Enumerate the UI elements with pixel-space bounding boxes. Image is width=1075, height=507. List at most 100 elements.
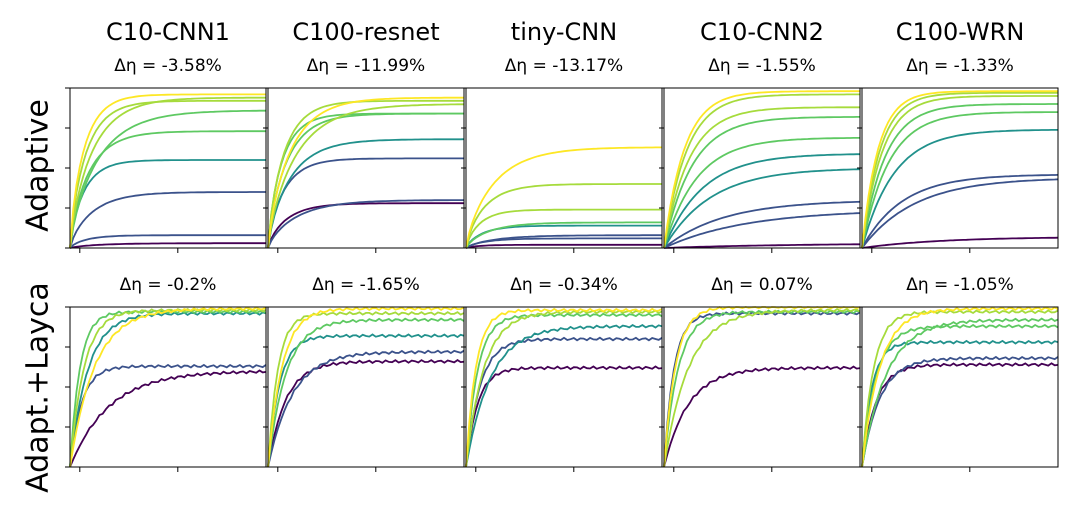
series-line [69,191,266,249]
series-line [663,93,860,249]
series-line [861,90,1058,249]
series-line [465,221,662,249]
series-line [267,202,464,249]
series-line [69,307,267,468]
series-line [465,365,663,468]
delta-label-layca-2: Δη = -0.34% [510,275,618,295]
series-line [861,174,1059,249]
series-line [663,200,861,249]
delta-label-layca-0: Δη = -0.2% [119,275,217,295]
series-line [267,103,464,249]
column-title-c10-cnn2: C10-CNN2 [700,18,824,46]
delta-label-adaptive-4: Δη = -1.33% [906,56,1014,76]
series-line [861,309,1059,468]
panel-layca-0 [65,306,267,472]
series-line [663,311,861,468]
series-line [69,369,267,468]
series-line [465,307,663,468]
series-line [861,306,1059,468]
series-line [267,333,465,468]
panel-adaptive-1 [263,87,465,253]
series-line [861,317,1059,468]
series-line [861,355,1059,468]
series-line [267,199,464,249]
series-line [69,306,267,468]
series-line [267,99,464,249]
series-line [267,306,465,468]
delta-label-adaptive-1: Δη = -11.99% [306,56,426,76]
series-line [267,112,464,249]
panel-layca-1 [263,306,465,472]
series-line [69,159,266,249]
series-line [69,109,266,249]
panel-layca-3 [659,306,861,472]
series-line [69,99,266,249]
series-line [663,212,861,249]
series-line [267,349,465,468]
series-line [69,96,266,249]
panel-frame [69,306,267,468]
series-line [267,138,465,249]
series-line [663,106,860,249]
delta-label-adaptive-0: Δη = -3.58% [114,56,222,76]
series-line [267,96,464,249]
panel-layca-2 [461,306,663,472]
series-line [267,311,465,468]
panel-adaptive-2 [461,87,663,253]
series-line [861,95,1058,249]
series-line [663,308,861,468]
delta-label-layca-3: Δη = 0.07% [711,275,813,295]
series-line [69,363,267,468]
series-line [69,234,266,249]
series-line [663,153,860,249]
column-title-c100-resnet: C100-resnet [292,18,440,46]
delta-label-layca-4: Δη = -1.05% [906,275,1014,295]
series-line [861,91,1058,249]
delta-label-adaptive-2: Δη = -13.17% [504,56,624,76]
series-line [465,146,662,249]
series-line [69,242,266,249]
series-line [663,243,860,249]
series-line [267,359,465,468]
series-line [69,93,266,249]
column-title-c10-cnn1: C10-CNN1 [106,18,230,46]
delta-label-adaptive-3: Δη = -1.55% [708,56,816,76]
panel-adaptive-0 [65,87,267,253]
series-line [267,317,465,468]
series-line [69,309,267,468]
panel-adaptive-3 [659,87,861,253]
series-line [861,129,1058,249]
series-line [69,311,267,468]
series-line [663,309,861,468]
panel-frame [663,87,861,249]
series-line [465,243,662,249]
column-title-c100-wrn: C100-WRN [895,18,1025,46]
series-line [267,157,464,249]
series-line [465,309,663,468]
series-line [465,234,662,249]
series-line [861,236,1059,249]
column-title-tiny-cnn: tiny-CNN [510,18,618,46]
series-line [465,183,662,249]
panel-frame [465,306,663,468]
series-line [465,208,662,249]
series-line [267,112,464,249]
series-line [663,168,861,249]
delta-label-layca-1: Δη = -1.65% [312,275,420,295]
panel-frame [465,87,663,249]
series-line [663,365,861,468]
series-line [663,90,860,249]
series-line [861,111,1058,249]
series-line [861,103,1058,249]
panel-frame [861,306,1059,468]
series-line [861,339,1059,468]
series-line [861,178,1059,249]
series-line [663,116,860,249]
series-line [663,137,860,249]
series-line [861,323,1059,468]
series-line [465,324,663,468]
series-line [69,130,266,249]
series-line [465,237,662,249]
